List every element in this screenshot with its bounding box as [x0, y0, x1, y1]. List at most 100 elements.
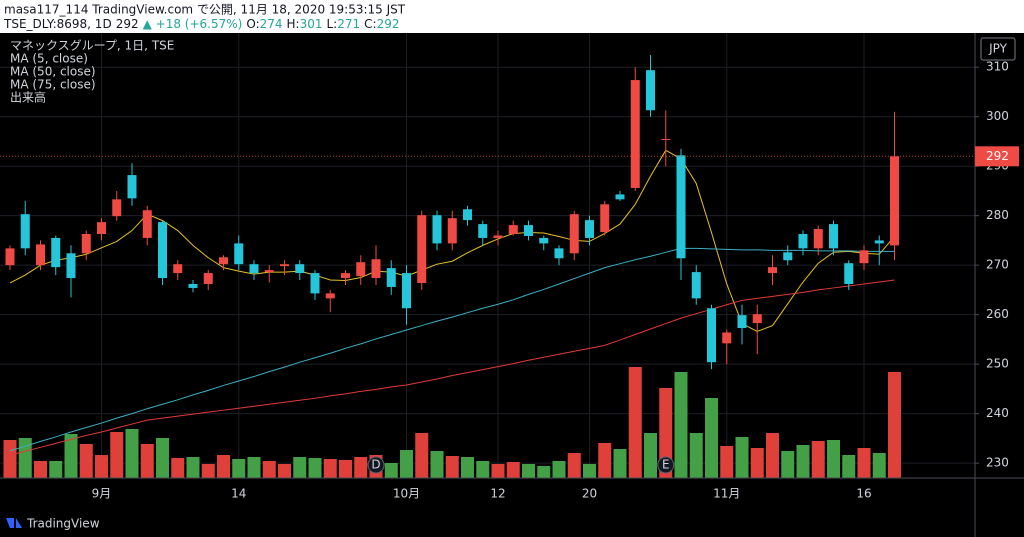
- x-tick-label: 12: [490, 487, 505, 501]
- candle-body: [890, 156, 899, 246]
- legend-entry: MA (50, close): [10, 65, 96, 79]
- candle-body: [646, 70, 655, 111]
- candle-body: [447, 218, 457, 244]
- candle-body: [203, 273, 213, 284]
- volume-bar: [3, 440, 17, 478]
- volume-bar: [79, 444, 93, 478]
- y-tick-label: 300: [986, 109, 1009, 123]
- y-tick-label: 250: [986, 357, 1009, 371]
- candle-body: [554, 248, 564, 259]
- candle-body: [524, 225, 533, 236]
- y-tick-label: 240: [986, 406, 1009, 420]
- volume-bar: [64, 434, 78, 478]
- volume-bar: [49, 461, 63, 478]
- volume-bar: [567, 453, 581, 478]
- candle-body: [630, 80, 640, 188]
- q-value: 271: [337, 17, 360, 31]
- legend-entry: 出来高: [10, 90, 46, 105]
- candle-body: [325, 293, 335, 299]
- candle-body: [585, 220, 594, 238]
- candle-body: [356, 262, 366, 277]
- candle-body: [798, 233, 808, 249]
- volume-bar: [354, 457, 368, 478]
- candle-body: [463, 209, 472, 221]
- candle-body: [508, 225, 518, 234]
- volume-bar: [842, 455, 856, 478]
- volume-bar: [888, 372, 901, 478]
- candle-body: [691, 272, 701, 299]
- x-tick-label: 9月: [92, 487, 112, 501]
- x-tick-label: 16: [856, 487, 871, 501]
- volume-bar: [506, 462, 520, 478]
- volume-bar: [750, 448, 764, 478]
- y-tick-label: 260: [986, 307, 1009, 321]
- volume-bar: [445, 456, 459, 478]
- price-tag-label: 292: [986, 149, 1009, 163]
- volume-bar: [18, 438, 32, 478]
- candle-body: [36, 244, 45, 266]
- price: 292: [116, 17, 139, 31]
- volume-bar: [186, 457, 200, 478]
- event-marker: [367, 456, 385, 474]
- candle-body: [844, 263, 854, 284]
- header-line: masa117_114 TradingView.com で公開, 11月 18,…: [4, 3, 406, 17]
- header-bg: [0, 0, 1024, 33]
- volume-bar: [95, 455, 108, 478]
- x-tick-label: 11月: [713, 487, 740, 501]
- event-label: D: [371, 458, 380, 472]
- q-label: L:: [327, 17, 338, 31]
- volume-bar: [613, 449, 627, 478]
- volume-bar: [583, 464, 596, 478]
- candle-body: [295, 264, 305, 274]
- volume-bar: [400, 450, 413, 478]
- candle-body: [539, 237, 549, 244]
- candle-body: [142, 210, 152, 238]
- volume-bar: [644, 433, 657, 478]
- candle-body: [402, 273, 411, 309]
- candle-body: [478, 224, 488, 238]
- volume-bar: [720, 446, 734, 478]
- volume-bar: [781, 451, 795, 478]
- candle-body: [783, 252, 793, 261]
- event-marker: [657, 456, 675, 474]
- event-label: E: [662, 458, 670, 472]
- candle-body: [81, 233, 91, 254]
- candle-body: [158, 222, 167, 279]
- volume-bar: [110, 432, 124, 478]
- y-tick-label: 230: [986, 456, 1009, 470]
- candle-body: [600, 204, 610, 233]
- volume-bar: [811, 441, 825, 478]
- candle-body: [432, 215, 442, 244]
- logo: [6, 518, 22, 528]
- volume-bar: [872, 453, 886, 478]
- y-tick-label: 310: [986, 60, 1009, 74]
- legend-entry: MA (5, close): [10, 52, 88, 66]
- ma-line: [9, 149, 895, 333]
- volume-bar: [857, 448, 871, 478]
- candle-body: [341, 273, 350, 279]
- q-value: 274: [260, 17, 283, 31]
- candle-body: [661, 138, 671, 140]
- volume-bar: [156, 438, 169, 478]
- candle-body: [371, 259, 381, 279]
- ma-line: [9, 247, 895, 452]
- volume-bar: [552, 461, 566, 478]
- volume-bar: [140, 444, 154, 478]
- volume-bar: [827, 440, 840, 478]
- candle-body: [813, 229, 823, 249]
- volume-bar: [217, 455, 230, 478]
- candle-body: [676, 155, 686, 259]
- volume-bar: [171, 458, 185, 478]
- volume-bar: [430, 451, 444, 478]
- q-value: 301: [300, 17, 323, 31]
- q-label: H:: [287, 17, 300, 31]
- volume-bar: [522, 464, 535, 478]
- volume-bar: [201, 464, 215, 478]
- volume-bar: [125, 429, 139, 478]
- currency-box[interactable]: [980, 37, 1016, 61]
- candles: [5, 54, 899, 370]
- volume-bar: [674, 372, 688, 478]
- candle-body: [386, 268, 396, 287]
- candle-body: [569, 214, 579, 254]
